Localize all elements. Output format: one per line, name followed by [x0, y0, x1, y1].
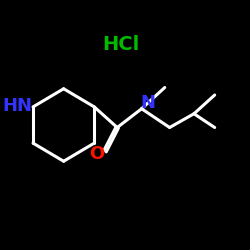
Text: HCl: HCl — [102, 36, 140, 54]
Text: O: O — [89, 145, 104, 163]
Text: HN: HN — [2, 96, 32, 114]
Text: N: N — [140, 94, 155, 112]
